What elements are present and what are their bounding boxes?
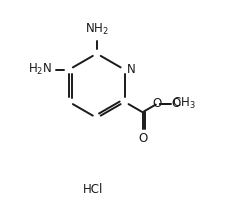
Text: O: O [153,97,162,110]
Text: NH$_2$: NH$_2$ [85,22,109,37]
Text: N: N [127,63,136,76]
Text: O: O [171,97,181,110]
Text: H$_2$N: H$_2$N [28,62,52,77]
Text: O: O [138,132,147,145]
Text: CH$_3$: CH$_3$ [172,96,196,111]
Text: HCl: HCl [82,183,103,196]
